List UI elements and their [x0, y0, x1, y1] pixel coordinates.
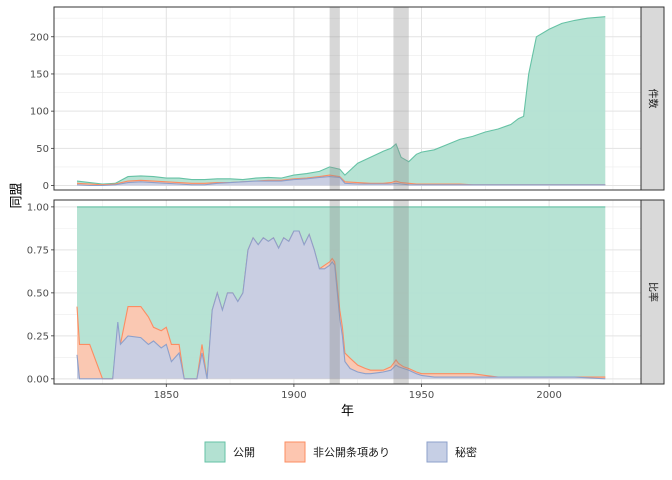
x-tick-label: 1950 — [409, 390, 434, 401]
y-tick-label: 50 — [36, 144, 49, 155]
legend-key — [284, 441, 306, 463]
y-axis-title: 同盟 — [10, 182, 25, 208]
y-tick-label: 200 — [30, 32, 49, 43]
y-tick-label: 0 — [43, 181, 49, 192]
legend: 公開 非公開条項あり 秘密 — [204, 441, 477, 463]
y-tick-label: 0.00 — [27, 374, 49, 385]
area-public — [77, 16, 606, 186]
line-public — [76, 16, 606, 185]
x-tick-label: 1900 — [281, 390, 306, 401]
legend-label: 非公開条項あり — [313, 445, 390, 459]
y-tick-label: 0.75 — [27, 245, 49, 256]
x-axis-title: 年 — [341, 404, 354, 419]
panel-2: 0.00 0.25 0.50 0.75 1.00 比率 — [27, 199, 665, 385]
y-tick-label: 0.25 — [27, 331, 49, 342]
line-secret — [76, 176, 606, 187]
facet-strip — [640, 199, 665, 385]
y-tick-label: 100 — [30, 107, 49, 118]
line-secret — [76, 230, 606, 380]
war-period-band — [393, 7, 409, 190]
legend-label: 公開 — [233, 446, 255, 459]
y-tick-label: 150 — [30, 69, 49, 80]
area-public — [77, 206, 606, 379]
facet-strip — [640, 6, 665, 191]
war-period-band — [393, 200, 409, 384]
area-secret — [77, 231, 606, 379]
war-period-band — [329, 200, 340, 384]
legend-key — [426, 441, 448, 463]
facet-strip-label: 件数 — [647, 89, 660, 109]
facet-strip-label: 比率 — [647, 282, 660, 302]
legend-key — [204, 441, 226, 463]
y-tick-label: 1.00 — [27, 202, 49, 213]
legend-label: 秘密 — [455, 445, 477, 459]
y-tick-label: 0.50 — [27, 288, 49, 299]
x-tick-label: 2000 — [536, 390, 561, 401]
area-secret — [77, 176, 606, 186]
war-period-band — [329, 7, 340, 190]
panel-1: 0 50 100 150 200 件数 — [30, 6, 665, 192]
x-tick-label: 1850 — [154, 390, 179, 401]
